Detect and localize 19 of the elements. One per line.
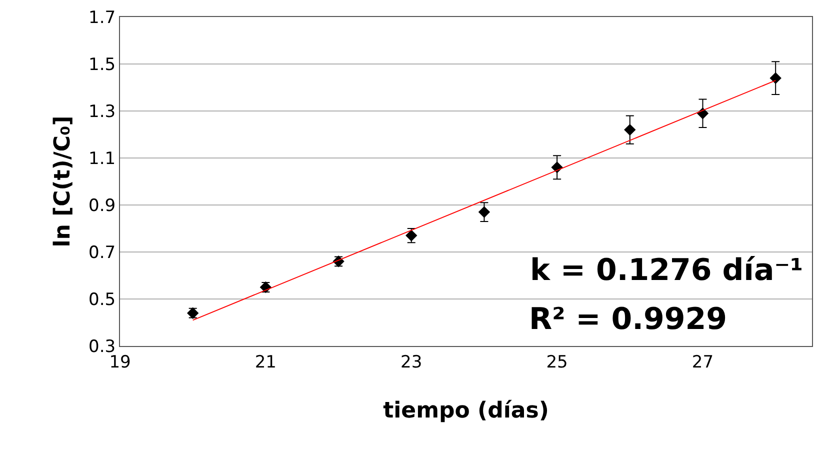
point <box>770 72 782 84</box>
x-tick-label: 23 <box>400 352 422 372</box>
y-tick-label: 1.1 <box>88 148 116 169</box>
y-tick-label: 1.5 <box>88 54 116 75</box>
x-tick-label: 27 <box>692 352 714 372</box>
y-tick-label: 1.3 <box>88 102 116 122</box>
x-axis-title: tiempo (días) <box>383 398 549 424</box>
x-tick-label: 25 <box>546 352 568 372</box>
annotation: k = 0.1276 día⁻¹ <box>530 253 804 288</box>
y-tick-label: 0.5 <box>88 290 116 310</box>
annotation: R² = 0.9929 <box>529 302 728 337</box>
y-tick-label: 0.9 <box>88 196 116 216</box>
x-tick-label: 21 <box>254 352 276 372</box>
y-tick-label: 1.7 <box>88 8 116 28</box>
y-axis-title: ln [C(t)/C₀] <box>50 116 76 248</box>
point <box>478 206 490 218</box>
y-tick-label: 0.7 <box>88 242 116 263</box>
point <box>624 124 636 136</box>
x-tick-label: 19 <box>109 352 131 372</box>
